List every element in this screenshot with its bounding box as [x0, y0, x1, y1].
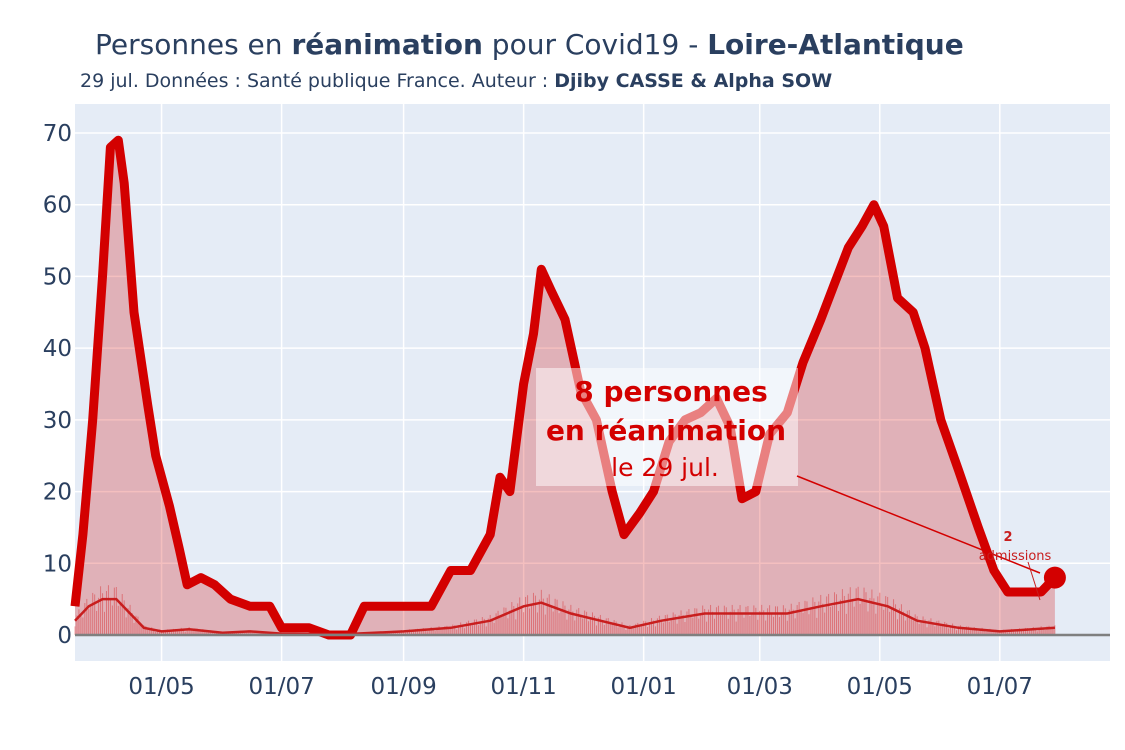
x-tick-label: 01/11: [490, 674, 556, 700]
y-tick-label: 50: [43, 264, 72, 290]
annotation-box: 8 personnes en réanimation le 29 jul.: [536, 368, 798, 486]
y-axis-ticks: 0 10 20 30 40 50 60 70: [43, 121, 72, 649]
x-tick-label: 01/05: [847, 674, 913, 700]
annotation-line2: en réanimation: [546, 414, 786, 447]
x-axis-ticks: 01/05 01/07 01/09 01/11 01/01 01/03 01/05 01/07: [128, 674, 1033, 700]
admissions-arrow: [1027, 561, 1041, 601]
last-point-marker: [1043, 566, 1066, 589]
y-tick-label: 20: [43, 480, 72, 506]
y-tick-label: 60: [43, 193, 72, 219]
y-tick-label: 70: [43, 121, 72, 147]
y-tick-label: 10: [43, 551, 72, 577]
y-tick-label: 40: [43, 336, 72, 362]
admissions-label: admissions: [979, 549, 1052, 564]
admissions-value: 2: [1003, 530, 1012, 545]
x-tick-label: 01/03: [727, 674, 793, 700]
chart-title: Personnes en réanimation pour Covid19 - …: [95, 28, 964, 61]
x-tick-label: 01/05: [128, 674, 194, 700]
annotation-line1: 8 personnes: [574, 375, 768, 408]
x-tick-label: 01/01: [611, 674, 677, 700]
x-tick-label: 01/09: [370, 674, 436, 700]
annotation-arrow: [796, 475, 1041, 574]
series-line-reanimation: [70, 135, 1059, 640]
x-tick-label: 01/07: [248, 674, 314, 700]
chart-subtitle: 29 jul. Données : Santé publique France.…: [80, 70, 833, 92]
annotation-line3: le 29 jul.: [611, 453, 719, 482]
y-tick-label: 0: [57, 623, 72, 649]
x-tick-label: 01/07: [967, 674, 1033, 700]
series-line-admissions: [74, 597, 1055, 636]
y-tick-label: 30: [43, 408, 72, 434]
